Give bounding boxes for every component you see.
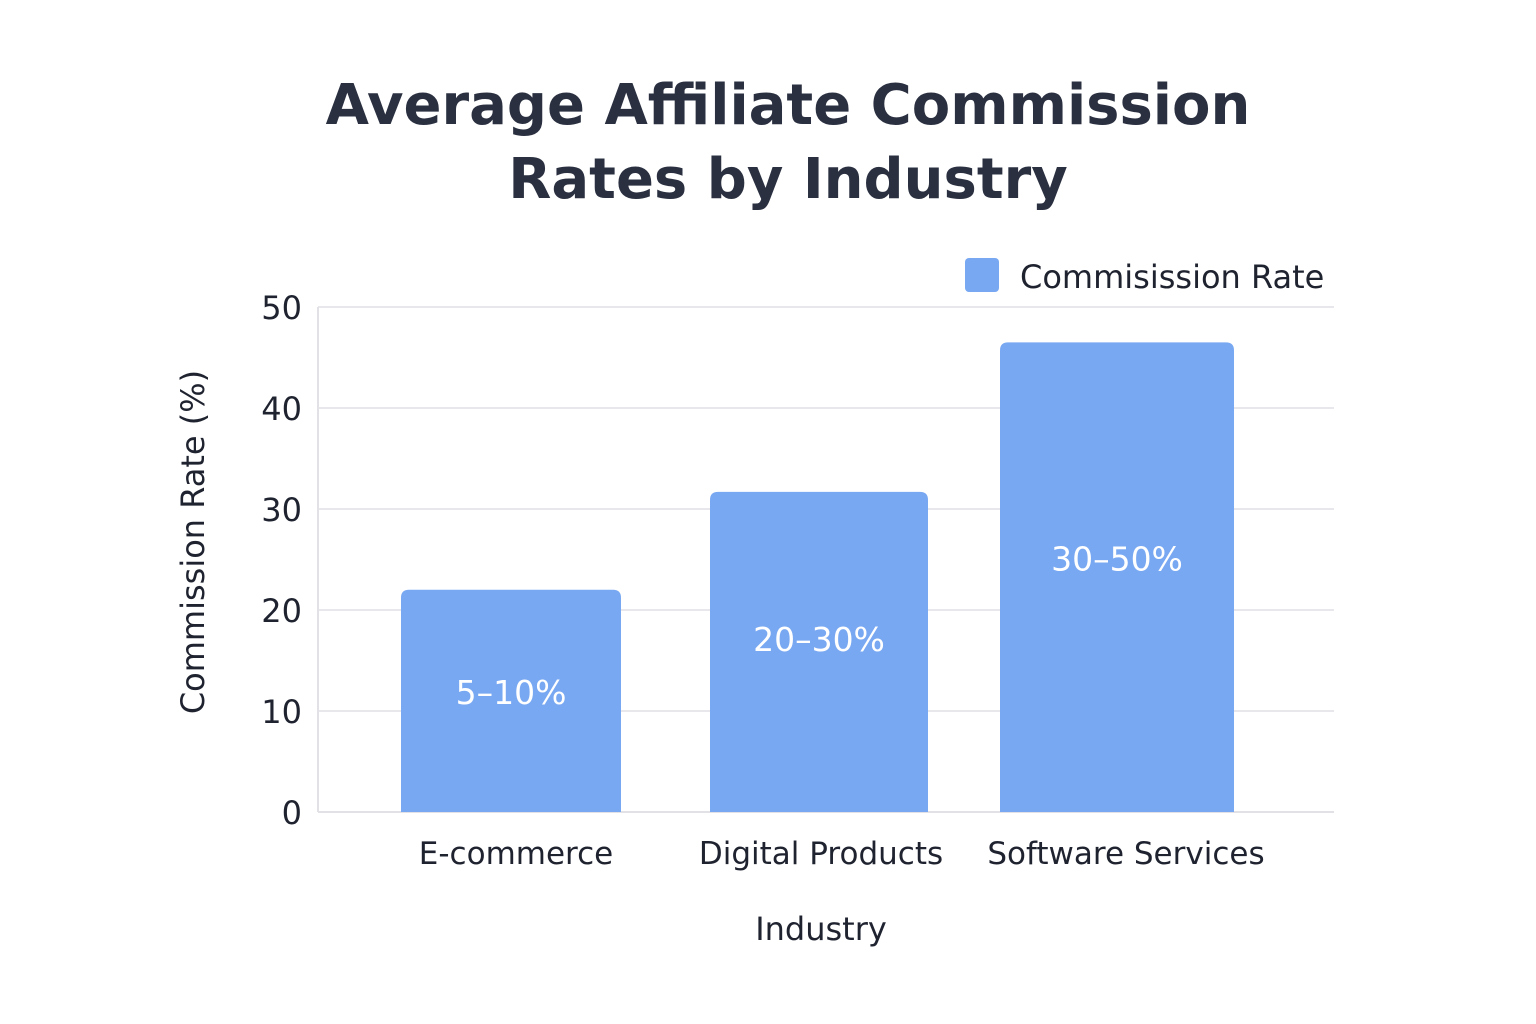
x-tick-label: E-commerce bbox=[419, 836, 613, 872]
bar-data-label: 5–10% bbox=[456, 673, 567, 712]
bar-e-commerce bbox=[401, 589, 621, 812]
y-axis-ticks: 0 10 20 30 40 50 bbox=[261, 289, 302, 832]
y-tick-label-0: 0 bbox=[282, 794, 302, 832]
x-axis-title: Industry bbox=[755, 910, 887, 948]
bar-software-services bbox=[1000, 342, 1234, 812]
legend-swatch bbox=[965, 258, 999, 292]
chart-title-line-1: Average Affiliate Commission bbox=[326, 73, 1251, 138]
y-tick-label-20: 20 bbox=[261, 592, 302, 630]
bar-data-label: 20–30% bbox=[753, 620, 885, 659]
y-tick-label-40: 40 bbox=[261, 390, 302, 428]
chart-title: Average Affiliate Commission Rates by In… bbox=[326, 73, 1251, 212]
y-tick-label-50: 50 bbox=[261, 289, 302, 327]
chart-title-line-2: Rates by Industry bbox=[508, 147, 1067, 212]
bar-digital-products bbox=[710, 491, 928, 812]
x-axis-ticks: E-commerce Digital Products Software Servi… bbox=[419, 836, 1265, 872]
bar-data-label: 30–50% bbox=[1051, 539, 1183, 578]
x-tick-label: Digital Products bbox=[699, 836, 943, 872]
y-tick-label-30: 30 bbox=[261, 491, 302, 529]
legend-label: Commisission Rate bbox=[1020, 258, 1324, 296]
bars: 5–10% 20–30% 30–50% bbox=[401, 342, 1234, 812]
y-axis-title: Commission Rate (%) bbox=[174, 370, 212, 714]
legend: Commisission Rate bbox=[965, 258, 1324, 296]
y-tick-label-10: 10 bbox=[261, 693, 302, 731]
x-tick-label: Software Services bbox=[987, 836, 1264, 872]
